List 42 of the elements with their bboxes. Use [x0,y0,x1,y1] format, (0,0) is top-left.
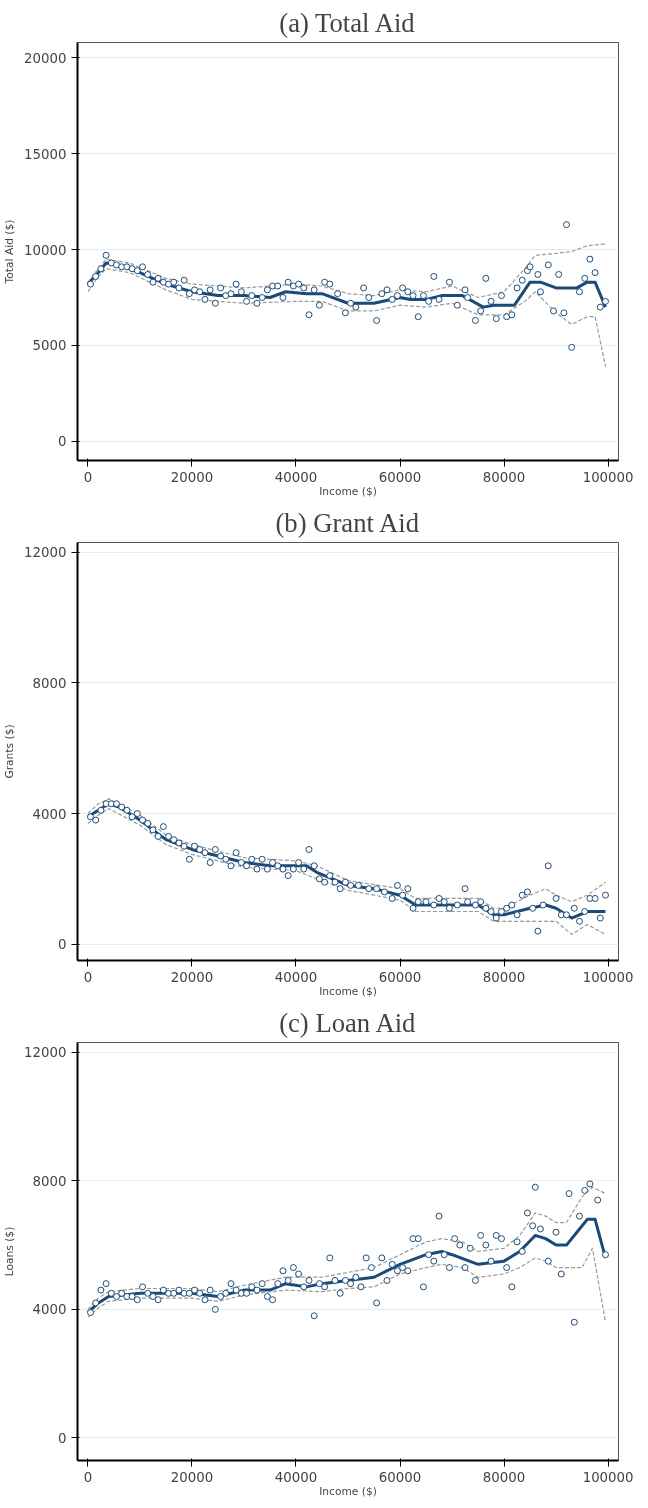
x-tick-label: 80000 [482,469,526,485]
x-tick-label: 40000 [274,969,318,985]
chart-title: (c) Loan Aid [279,1007,416,1038]
x-tick-label: 20000 [170,1469,214,1485]
x-tick-label: 20000 [170,469,214,485]
x-tick-label: 60000 [378,969,422,985]
line-series [87,1247,607,1323]
y-tick-label: 5000 [32,338,67,354]
chart-title: (a) Total Aid [279,7,415,38]
x-tick-label: 40000 [274,469,318,485]
y-tick-label: 10000 [24,242,67,258]
x-axis-title: Income ($) [319,984,377,998]
x-tick-label: 60000 [378,1469,422,1485]
y-tick-label: 0 [58,434,67,450]
x-tick-label: 80000 [482,969,526,985]
y-tick-label: 0 [58,1430,67,1446]
y-tick-label: 20000 [24,50,67,66]
y-tick-label: 4000 [32,1302,67,1318]
y-tick-label: 8000 [32,1173,67,1189]
y-axis-title: Grants ($) [3,724,17,779]
x-tick-label: 80000 [482,1469,526,1485]
x-axis-title: Income ($) [319,484,377,498]
x-tick-label: 60000 [378,469,422,485]
y-tick-label: 8000 [32,675,67,691]
y-axis-title: Total Aid ($) [3,219,17,285]
x-tick-label: 20000 [170,969,214,985]
y-tick-label: 12000 [24,545,67,561]
y-axis-title: Loans ($) [3,1226,17,1277]
line-series [87,243,607,299]
x-tick-label: 100000 [582,469,634,485]
y-tick-label: 12000 [24,1045,67,1061]
y-tick-label: 4000 [32,806,67,822]
x-axis-title: Income ($) [319,1484,377,1498]
x-tick-label: 100000 [582,1469,634,1485]
x-tick-label: 40000 [274,1469,318,1485]
y-tick-label: 0 [58,937,67,953]
chart-title: (b) Grant Aid [275,507,420,538]
y-tick-label: 15000 [24,146,67,162]
x-tick-label: 0 [83,969,93,985]
x-tick-label: 0 [83,469,93,485]
x-tick-label: 0 [83,1469,93,1485]
x-tick-label: 100000 [582,969,634,985]
